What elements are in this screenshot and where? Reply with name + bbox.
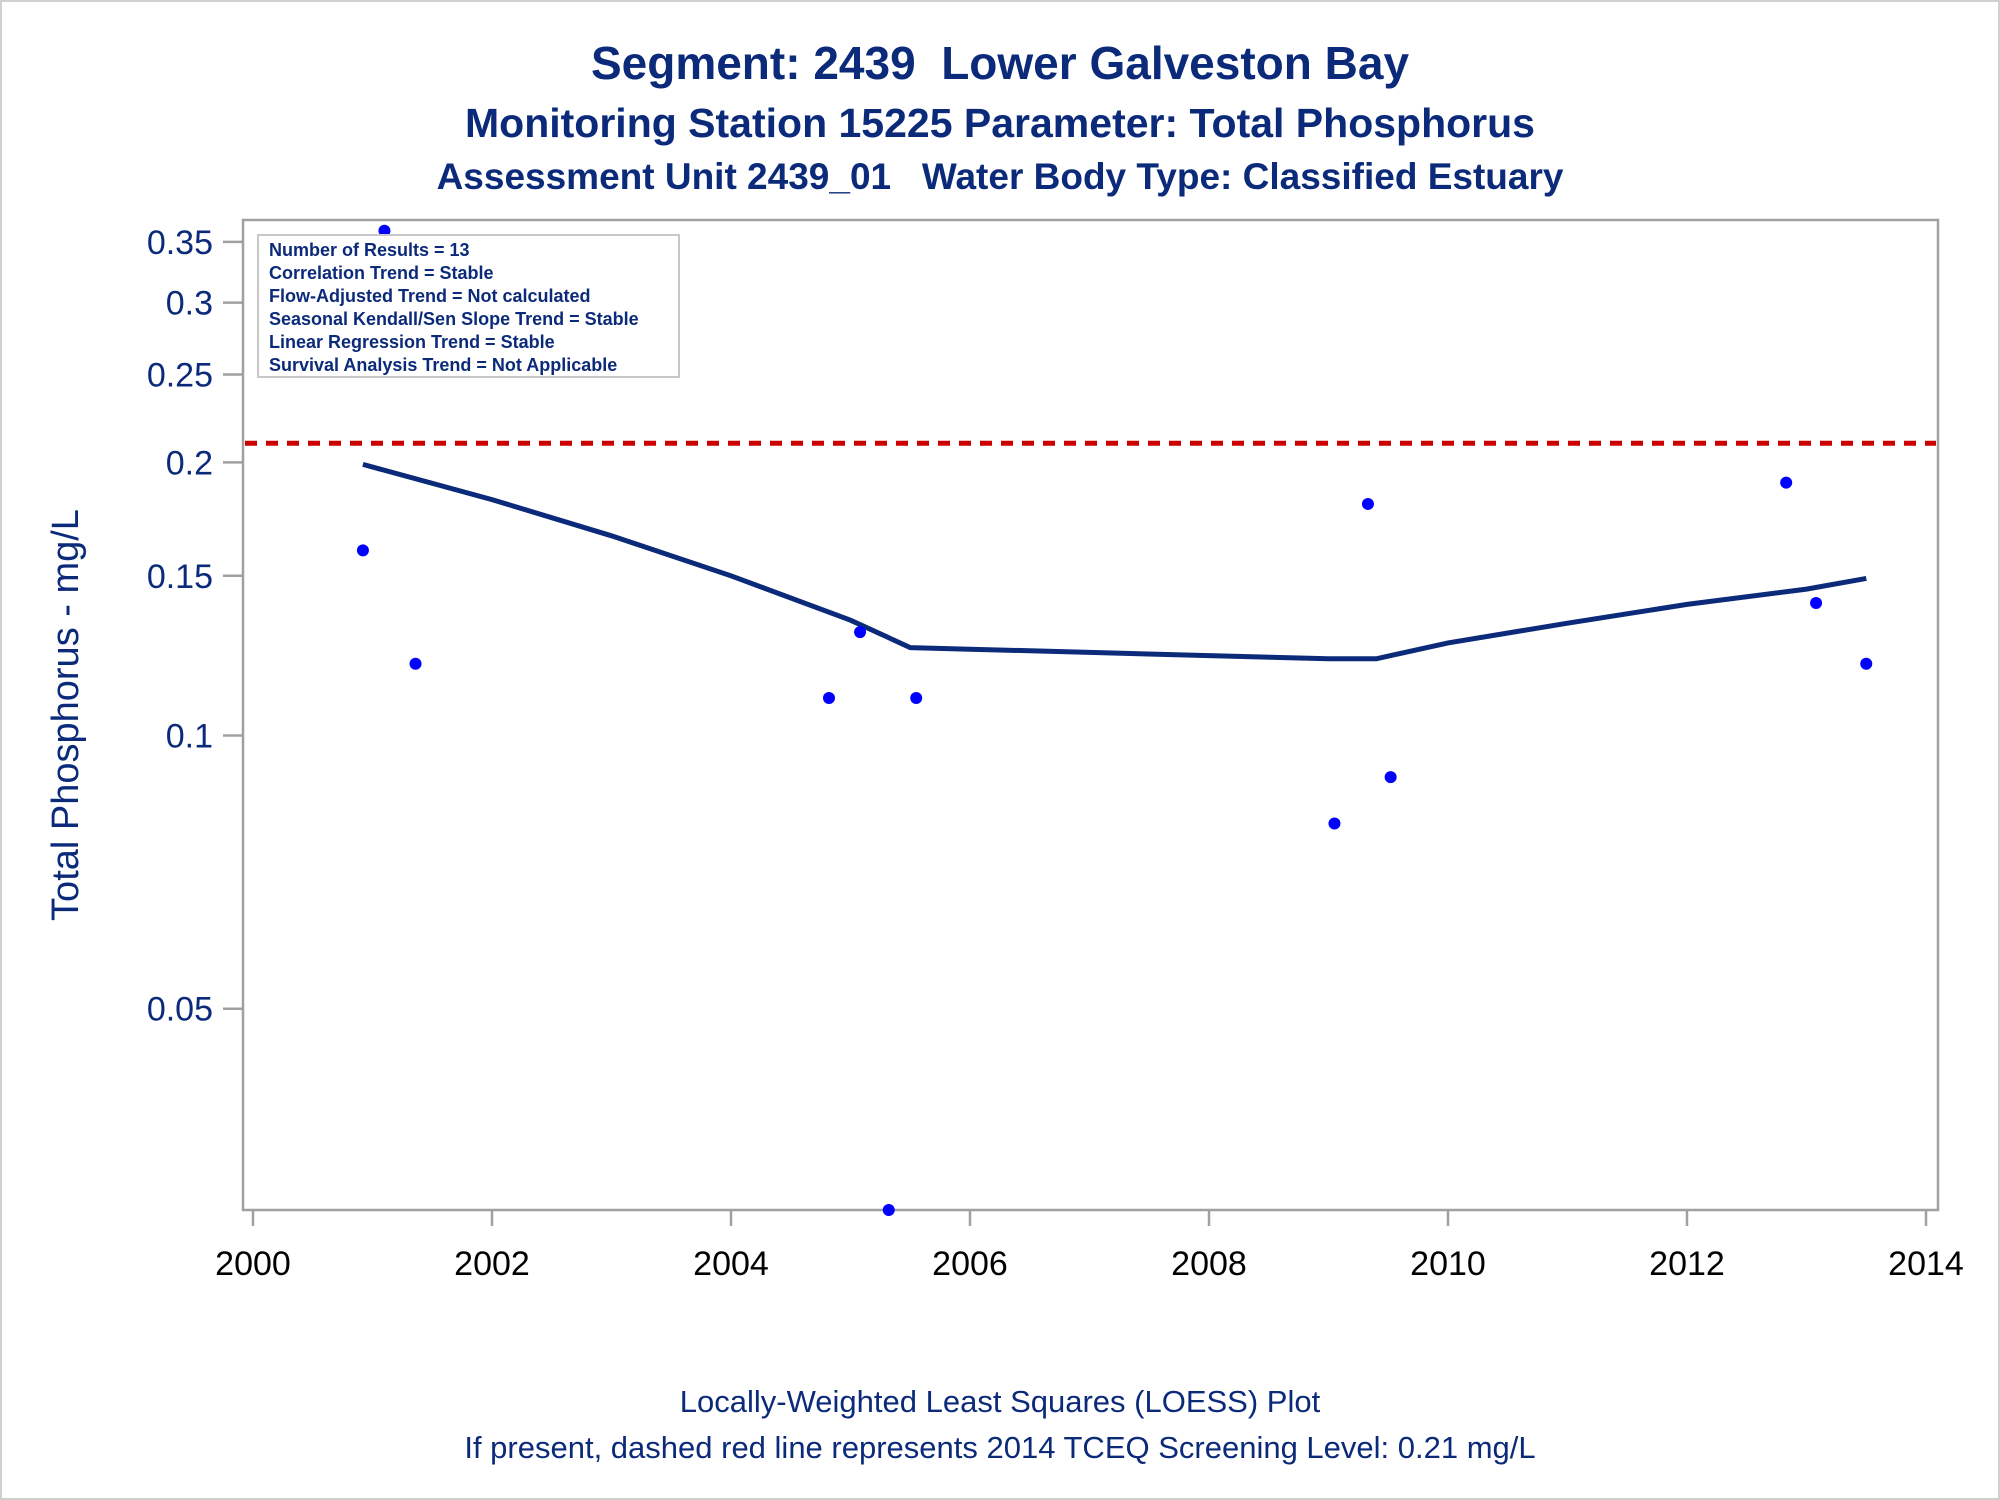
y-axis-title: Total Phosphorus - mg/L xyxy=(45,509,87,921)
y-tick-label: 0.05 xyxy=(147,991,213,1029)
stat-seasonal-kendall-trend: Seasonal Kendall/Sen Slope Trend = Stabl… xyxy=(269,309,639,329)
trend-statistics-box: Number of Results = 13 Correlation Trend… xyxy=(257,234,680,378)
footnote-method: Locally-Weighted Least Squares (LOESS) P… xyxy=(679,1384,1321,1419)
stat-flow-adjusted-trend: Flow-Adjusted Trend = Not calculated xyxy=(269,286,591,306)
x-tick-label: 2010 xyxy=(1410,1245,1486,1283)
x-axis: 2000 2002 2004 2006 2008 2010 2012 2014 xyxy=(215,1210,1964,1283)
data-point xyxy=(1328,817,1341,830)
data-point xyxy=(1361,497,1374,510)
data-point xyxy=(356,544,369,557)
x-tick-label: 2012 xyxy=(1649,1245,1725,1283)
loess-curve xyxy=(362,461,1867,662)
y-tick-label: 0.2 xyxy=(166,444,213,482)
data-point xyxy=(1384,771,1397,784)
y-tick-label: 0.35 xyxy=(147,224,213,262)
footnote-screening-level: If present, dashed red line represents 2… xyxy=(464,1430,1536,1465)
stats-box-border xyxy=(257,234,680,378)
stat-number-of-results: Number of Results = 13 xyxy=(269,240,470,260)
y-axis: 0.05 0.1 0.15 0.2 0.25 0.3 0.35 xyxy=(147,224,243,1029)
chart-title: Segment: 2439 Lower Galveston Bay xyxy=(590,37,1410,89)
data-point xyxy=(378,224,391,237)
plot-area xyxy=(241,218,1940,1212)
x-tick-label: 2006 xyxy=(932,1245,1008,1283)
data-point xyxy=(1810,596,1823,609)
y-tick-label: 0.25 xyxy=(147,356,213,394)
data-point xyxy=(882,1204,895,1216)
data-point xyxy=(854,626,867,639)
y-tick-label: 0.3 xyxy=(166,285,213,323)
x-tick-label: 2000 xyxy=(215,1245,291,1283)
chart-subtitle-station: Monitoring Station 15225 Parameter: Tota… xyxy=(465,100,1535,146)
x-tick-label: 2014 xyxy=(1888,1245,1964,1283)
stat-survival-analysis-trend: Survival Analysis Trend = Not Applicable xyxy=(269,355,617,375)
stat-correlation-trend: Correlation Trend = Stable xyxy=(269,263,494,283)
x-tick-label: 2002 xyxy=(454,1245,530,1283)
data-point xyxy=(910,692,923,705)
y-tick-label: 0.1 xyxy=(166,718,213,756)
x-tick-label: 2004 xyxy=(693,1245,769,1283)
stat-linear-regression-trend: Linear Regression Trend = Stable xyxy=(269,332,555,352)
data-points xyxy=(356,224,1873,1216)
chart-subtitle-assessment: Assessment Unit 2439_01 Water Body Type:… xyxy=(436,156,1564,197)
x-tick-label: 2008 xyxy=(1171,1245,1247,1283)
y-tick-label: 0.15 xyxy=(147,558,213,596)
data-point xyxy=(409,657,422,670)
data-point xyxy=(822,692,835,705)
data-point xyxy=(1780,476,1793,489)
data-point xyxy=(1860,657,1873,670)
